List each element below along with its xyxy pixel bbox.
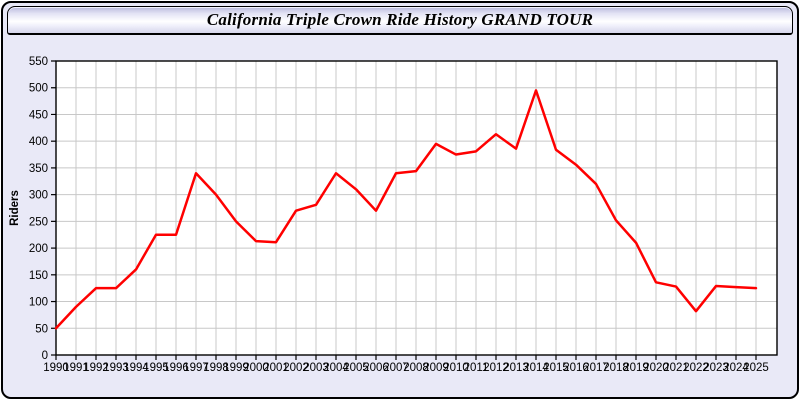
x-tick-label: 2003 xyxy=(303,362,329,374)
x-tick-label: 2008 xyxy=(403,362,429,374)
x-tick-label: 2018 xyxy=(603,362,629,374)
ride-history-line-chart: 0501001502002503003504004505005501990199… xyxy=(9,56,778,374)
x-tick-label: 2001 xyxy=(263,362,289,374)
x-tick-label: 1992 xyxy=(83,362,109,374)
x-tick-label: 2011 xyxy=(464,362,489,374)
x-tick-label: 1995 xyxy=(143,362,169,374)
x-tick-label: 2016 xyxy=(563,362,589,374)
y-tick-label: 150 xyxy=(29,270,48,282)
x-tick-label: 2024 xyxy=(723,362,749,374)
x-tick-label: 2007 xyxy=(383,362,409,374)
x-tick-label: 1997 xyxy=(183,362,209,374)
x-tick-label: 2017 xyxy=(583,362,609,374)
y-tick-label: 500 xyxy=(29,83,48,95)
y-tick-label: 250 xyxy=(29,216,48,228)
y-tick-label: 400 xyxy=(29,136,48,148)
y-tick-label: 350 xyxy=(29,163,48,175)
x-tick-label: 2013 xyxy=(503,362,529,374)
x-tick-label: 1999 xyxy=(223,362,249,374)
x-tick-label: 1996 xyxy=(163,362,189,374)
x-tick-label: 2014 xyxy=(523,362,549,374)
x-tick-label: 2010 xyxy=(443,362,469,374)
x-tick-label: 1991 xyxy=(63,362,89,374)
x-tick-label: 2023 xyxy=(703,362,729,374)
y-axis-title: Riders xyxy=(9,190,21,226)
x-tick-label: 2020 xyxy=(643,362,669,374)
x-tick-label: 2025 xyxy=(743,362,769,374)
x-tick-label: 2002 xyxy=(283,362,309,374)
x-tick-label: 2006 xyxy=(363,362,389,374)
x-tick-label: 2005 xyxy=(343,362,369,374)
riders-series-line xyxy=(54,89,758,330)
y-tick-label: 200 xyxy=(29,243,48,255)
y-tick-label: 550 xyxy=(29,56,48,68)
y-tick-label: 100 xyxy=(29,297,48,309)
y-tick-label: 0 xyxy=(42,350,48,362)
x-tick-label: 1990 xyxy=(43,362,69,374)
x-tick-label: 2012 xyxy=(483,362,509,374)
x-tick-label: 2019 xyxy=(623,362,649,374)
y-tick-label: 450 xyxy=(29,109,48,121)
y-tick-label: 300 xyxy=(29,190,48,202)
x-tick-label: 2000 xyxy=(243,362,269,374)
x-tick-label: 1998 xyxy=(203,362,229,374)
x-tick-label: 2015 xyxy=(543,362,569,374)
y-tick-label: 50 xyxy=(35,323,48,335)
x-tick-label: 1993 xyxy=(103,362,129,374)
chart-title: California Triple Crown Ride History GRA… xyxy=(206,10,594,29)
x-tick-label: 2022 xyxy=(683,362,709,374)
x-tick-label: 2004 xyxy=(323,362,349,374)
x-tick-label: 2021 xyxy=(663,362,689,374)
x-tick-label: 2009 xyxy=(423,362,449,374)
chart-title-bar: California Triple Crown Ride History GRA… xyxy=(7,6,793,35)
x-tick-label: 1994 xyxy=(123,362,149,374)
